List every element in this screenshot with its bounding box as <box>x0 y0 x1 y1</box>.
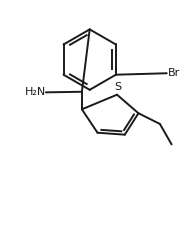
Text: Br: Br <box>168 68 180 78</box>
Text: H₂N: H₂N <box>25 87 46 97</box>
Text: S: S <box>114 82 121 92</box>
